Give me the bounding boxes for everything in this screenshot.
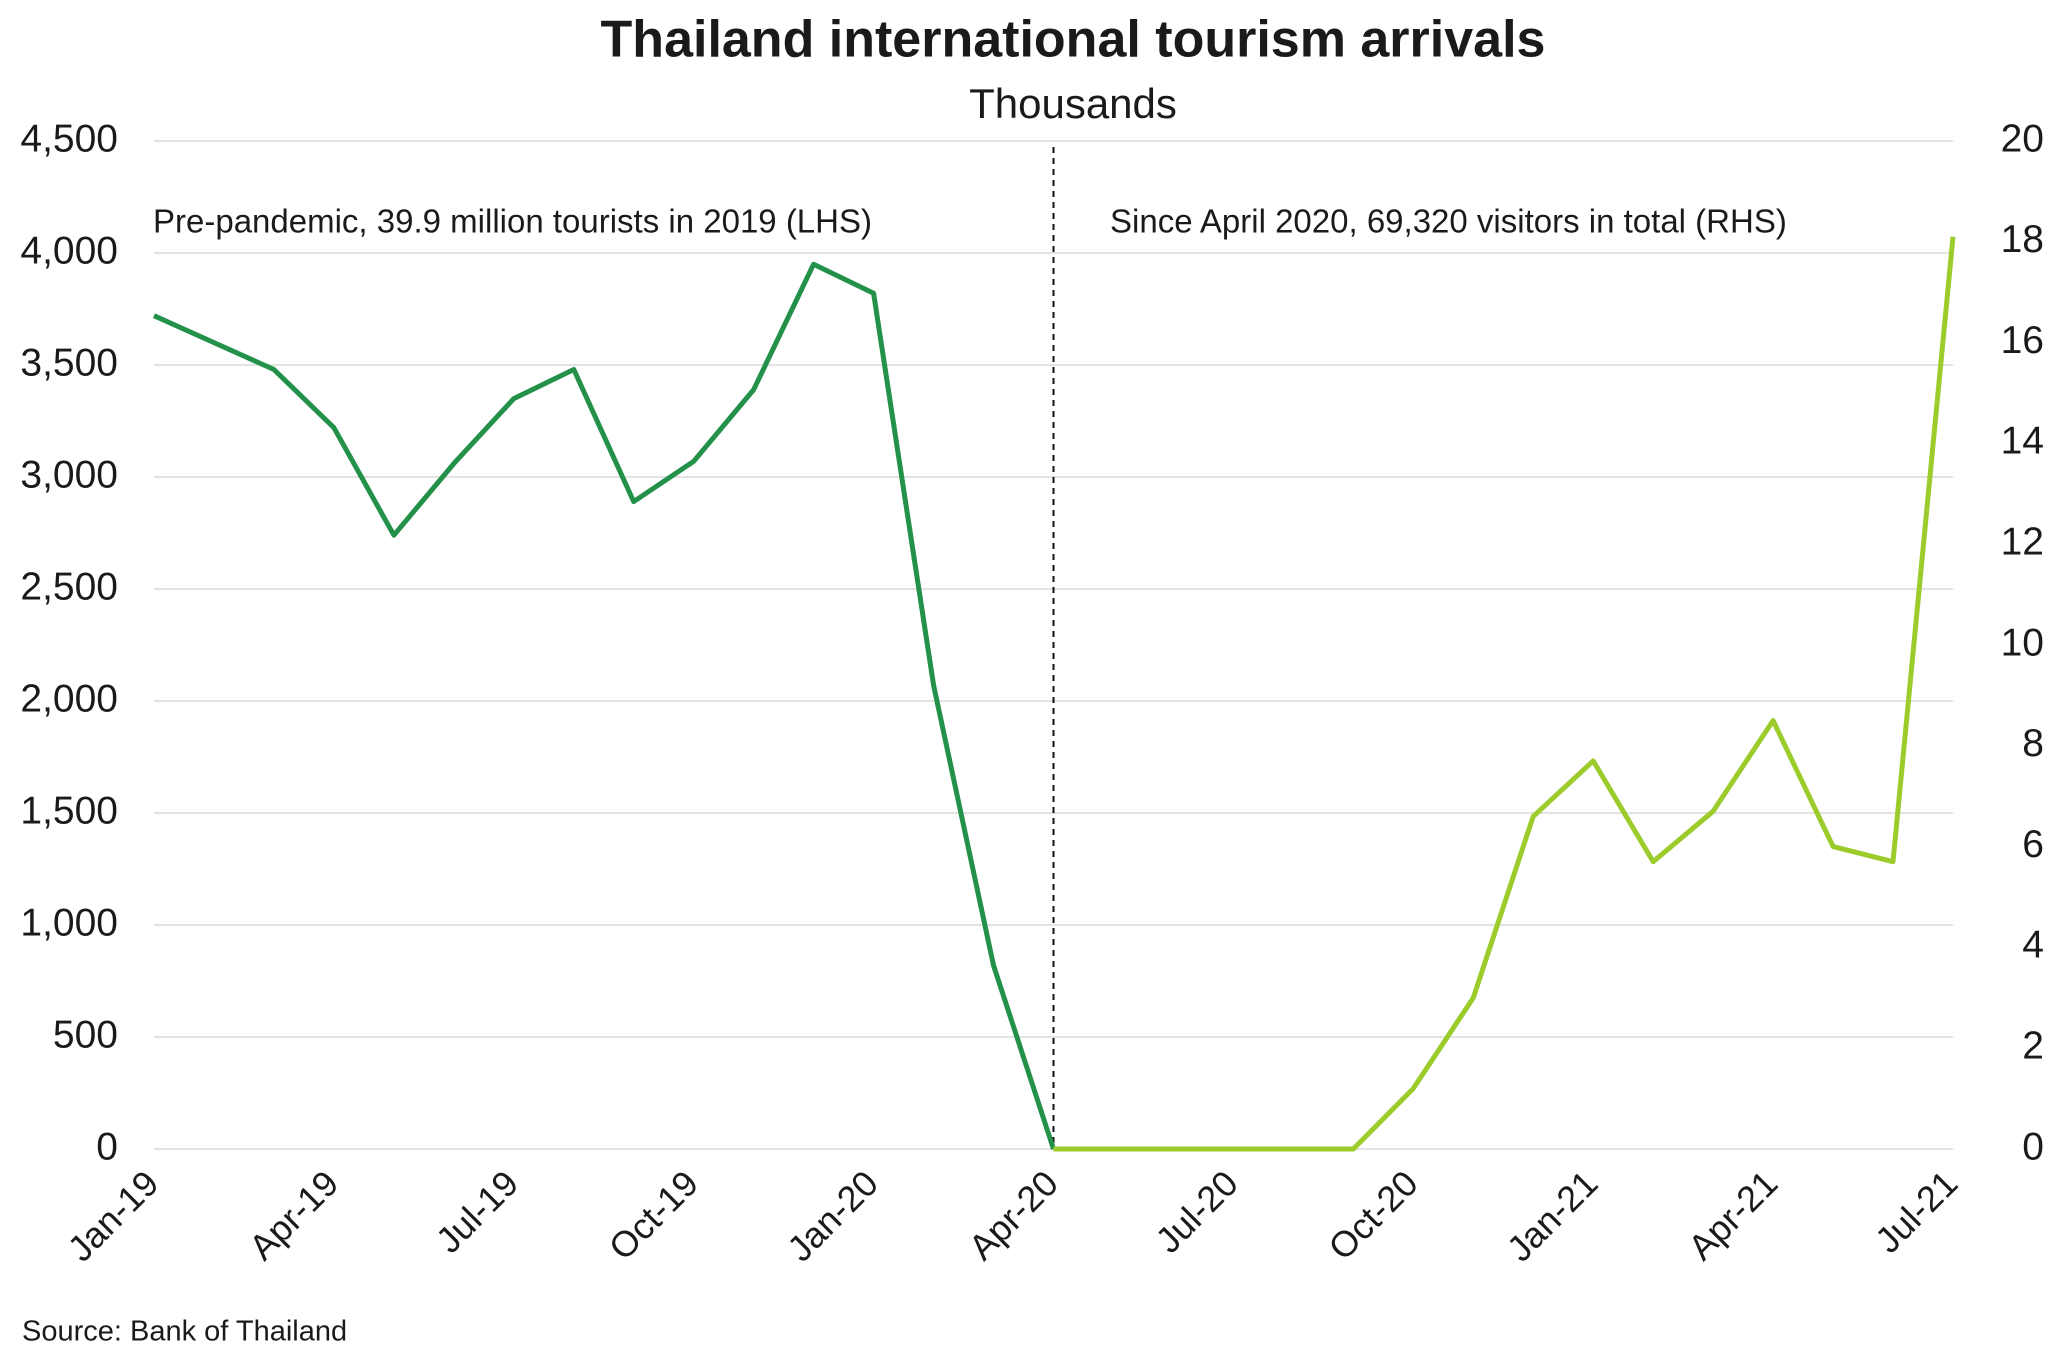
y2-tick-label: 0 (2022, 1125, 2044, 1168)
y-tick-label: 3,000 (20, 453, 118, 496)
x-tick-label: Jan-20 (779, 1162, 886, 1269)
x-tick-label: Jan-19 (60, 1162, 167, 1269)
y-tick-label: 1,000 (20, 901, 118, 944)
x-tick-label: Jul-19 (428, 1162, 526, 1260)
y2-tick-label: 10 (2001, 621, 2044, 664)
y-tick-label: 0 (96, 1125, 118, 1168)
y-tick-label: 1,500 (20, 789, 118, 832)
y2-tick-label: 2 (2022, 1024, 2044, 1067)
chart-title: Thailand international tourism arrivals (601, 11, 1546, 69)
x-tick-label: Oct-20 (1320, 1162, 1425, 1267)
x-tick-label: Oct-19 (601, 1162, 706, 1267)
y-tick-label: 4,500 (20, 117, 118, 160)
y-tick-label: 2,500 (20, 565, 118, 608)
x-tick-label: Apr-19 (241, 1162, 346, 1267)
y2-tick-label: 18 (2001, 218, 2044, 261)
y2-tick-label: 8 (2022, 722, 2044, 765)
y2-tick-label: 4 (2022, 924, 2044, 967)
annotation: Since April 2020, 69,320 visitors in tot… (1110, 203, 1787, 240)
x-tick-label: Jan-21 (1499, 1162, 1606, 1269)
y2-tick-label: 12 (2001, 520, 2044, 563)
x-tick-label: Apr-21 (1680, 1162, 1785, 1267)
series-line (152, 261, 1056, 1150)
series-line (1053, 236, 1956, 1152)
y2-tick-label: 20 (2001, 117, 2044, 160)
x-tick-label: Jul-21 (1867, 1162, 1965, 1260)
annotation: Pre-pandemic, 39.9 million tourists in 2… (153, 203, 872, 240)
y-tick-label: 3,500 (20, 341, 118, 384)
y-tick-label: 2,000 (20, 677, 118, 720)
y-tick-label: 500 (53, 1013, 118, 1056)
y-tick-label: 4,000 (20, 229, 118, 272)
y2-tick-label: 14 (2001, 420, 2044, 463)
x-tick-label: Jul-20 (1147, 1162, 1245, 1260)
y2-tick-label: 6 (2022, 823, 2044, 866)
x-tick-label: Apr-20 (960, 1162, 1065, 1267)
chart-subtitle: Thousands (969, 80, 1177, 127)
y2-tick-label: 16 (2001, 319, 2044, 362)
source-note: Source: Bank of Thailand (22, 1316, 347, 1348)
